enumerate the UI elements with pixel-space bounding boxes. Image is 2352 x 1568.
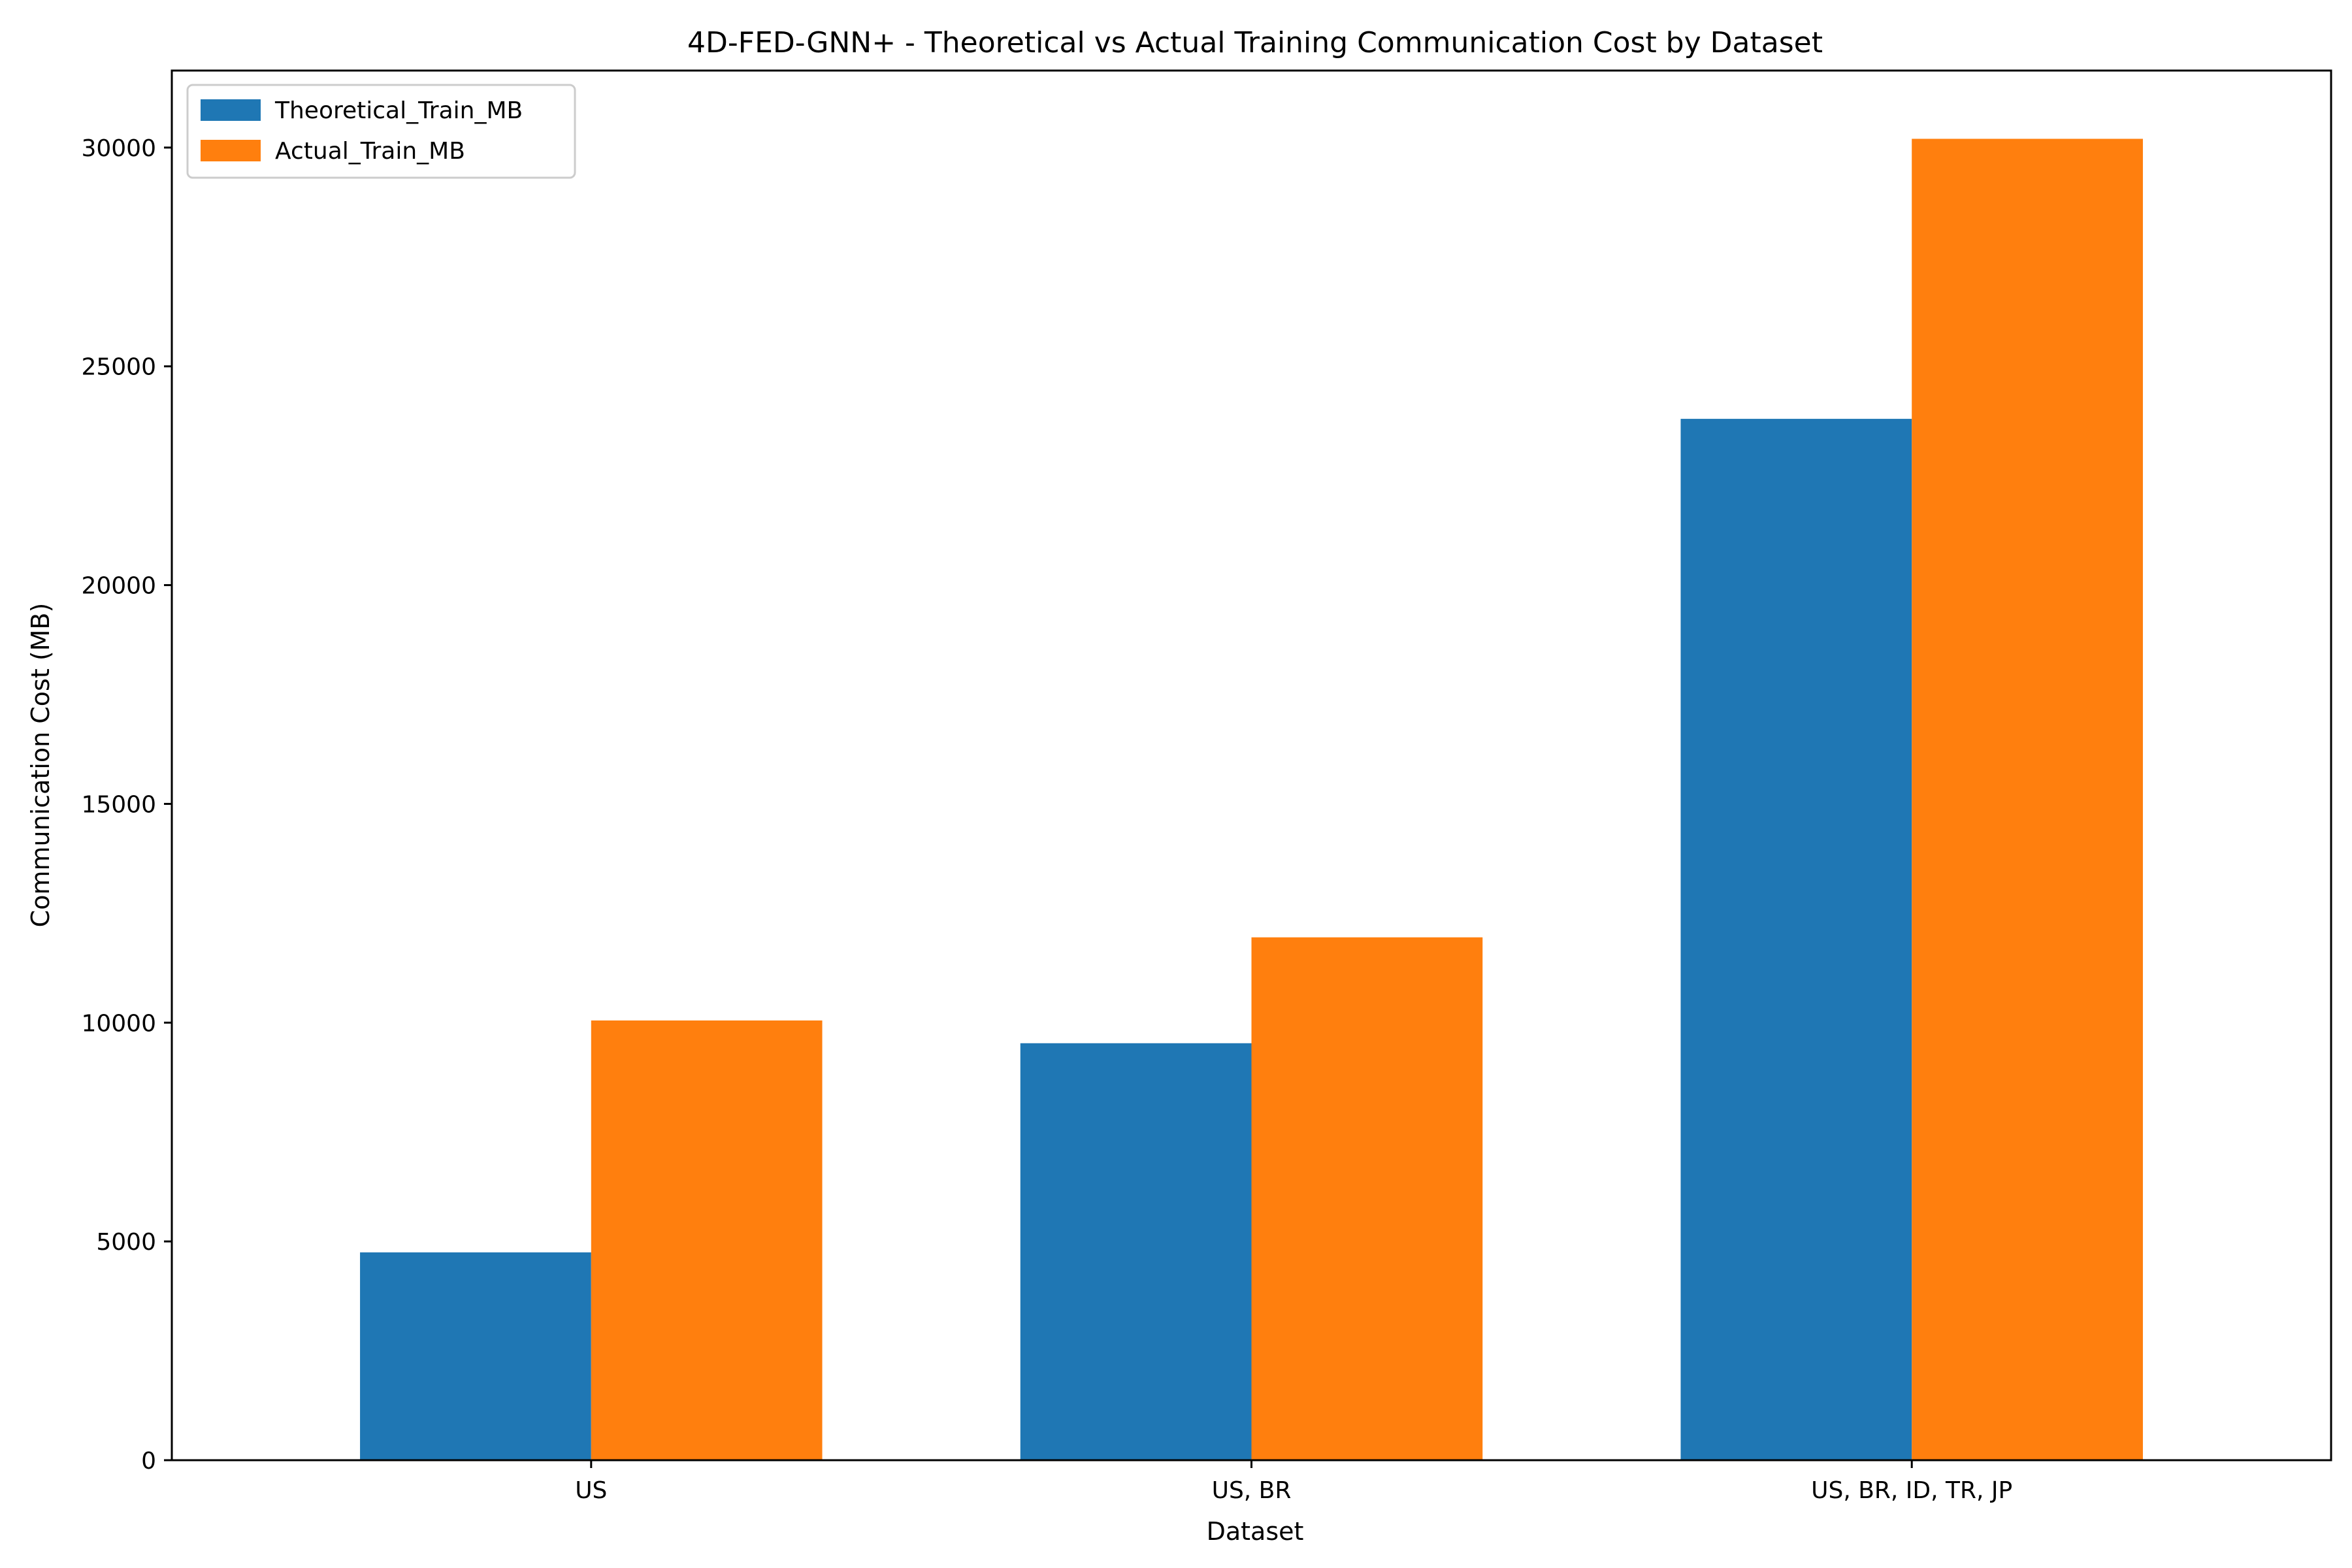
bars-group [360,139,2143,1461]
y-tick-label-0: 0 [141,1448,156,1475]
x-tick-label-2: US, BR, ID, TR, JP [1811,1477,2012,1504]
y-tick-label-6: 30000 [81,135,156,162]
legend: Theoretical_Train_MB Actual_Train_MB [186,84,576,179]
y-axis-ticks: 0 5000 10000 15000 20000 25000 30000 [81,135,172,1475]
x-axis-label: Dataset [1207,1517,1304,1546]
legend-swatch-theoretical [201,99,261,121]
bar-theoretical-0 [360,1252,591,1460]
legend-swatch-actual [201,140,261,161]
x-tick-label-0: US [575,1477,607,1504]
y-tick-label-1: 5000 [96,1229,156,1256]
bar-actual-2 [1912,139,2143,1460]
x-axis-ticks: US US, BR US, BR, ID, TR, JP [575,1460,2012,1504]
legend-label-actual: Actual_Train_MB [275,138,465,165]
legend-box [186,84,576,179]
y-tick-label-5: 25000 [81,354,156,381]
chart-title: 4D-FED-GNN+ - Theoretical vs Actual Trai… [687,26,1823,59]
x-tick-label-1: US, BR [1212,1477,1292,1504]
bar-theoretical-1 [1020,1043,1252,1460]
y-tick-label-3: 15000 [81,791,156,818]
bar-theoretical-2 [1680,419,1912,1461]
bar-actual-1 [1251,937,1483,1460]
legend-label-theoretical: Theoretical_Train_MB [274,97,523,124]
y-axis-label: Communication Cost (MB) [26,603,55,928]
y-tick-label-2: 10000 [81,1010,156,1037]
bar-actual-0 [591,1020,823,1460]
y-tick-label-4: 20000 [81,573,156,600]
plot-frame [171,69,2332,1462]
